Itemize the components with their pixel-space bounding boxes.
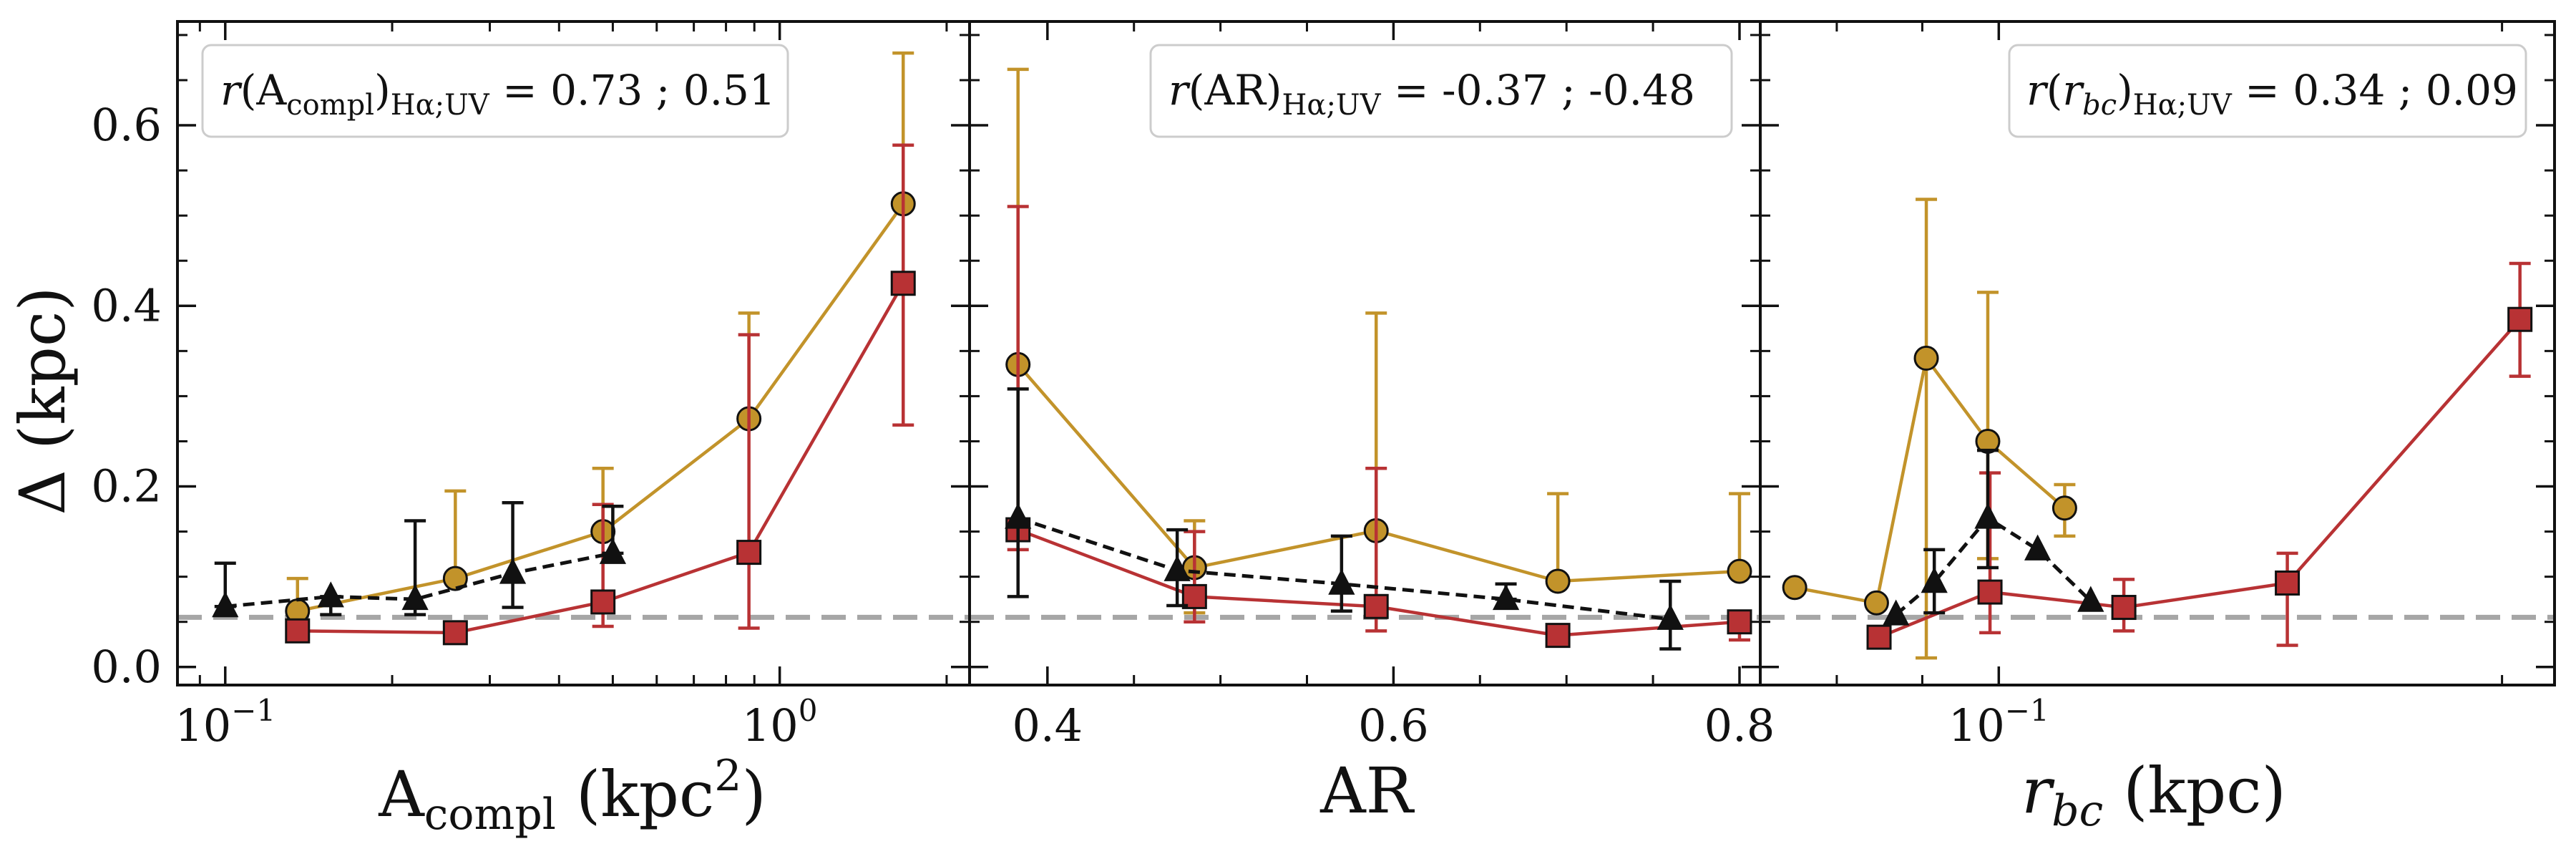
- series-uv: [285, 143, 916, 646]
- series-line-halpha: [1794, 354, 2066, 605]
- data-point-halpha: [2051, 495, 2077, 521]
- data-point-uv: [442, 620, 468, 646]
- series-line-combined: [225, 551, 613, 608]
- data-point-combined: [2024, 534, 2051, 560]
- data-point-uv: [2507, 306, 2533, 332]
- data-point-uv: [1545, 623, 1571, 649]
- data-point-combined: [1974, 503, 2001, 529]
- data-point-combined: [499, 558, 527, 584]
- data-point-halpha: [1863, 590, 1889, 616]
- data-point-combined: [599, 538, 627, 564]
- data-point-combined: [212, 591, 239, 618]
- y-axis-title: Δ (kpc): [6, 286, 79, 515]
- plot-frame: [1759, 20, 2556, 686]
- series-line-halpha: [1017, 363, 1740, 583]
- x-axis-title-panel-1: Acompl (kpc2): [378, 751, 766, 840]
- data-point-halpha: [1545, 568, 1571, 594]
- correlation-box-panel-3: r(rbc)Hα;UV = 0.34 ; 0.09: [2008, 44, 2527, 138]
- series-halpha: [285, 51, 916, 624]
- data-point-halpha: [1782, 575, 1807, 601]
- data-point-uv: [590, 589, 616, 615]
- correlation-text-panel-2: r(AR)Hα;UV = -0.37 ; -0.48: [1169, 66, 1695, 122]
- data-point-combined: [1883, 599, 1910, 626]
- plot-panel-3: 10−1: [1759, 20, 2556, 752]
- series-combined: [1883, 448, 2104, 626]
- x-tick-label: 10−1: [175, 693, 275, 752]
- series-line-halpha: [297, 203, 905, 613]
- data-point-combined: [1657, 603, 1684, 630]
- data-point-combined: [1492, 584, 1520, 611]
- plot-panel-2: 0.4 0.6 0.8: [968, 20, 1775, 752]
- x-tick-label: 10−1: [1948, 693, 2049, 752]
- series-line-uv: [297, 282, 905, 635]
- x-tick-label: 0.6: [1358, 699, 1429, 752]
- correlation-text-panel-1: r(Acompl)Hα;UV = 0.73 ; 0.51: [220, 66, 776, 122]
- data-point-combined: [2077, 586, 2104, 612]
- data-point-uv: [2111, 595, 2137, 621]
- y-tick-label: 0.0: [91, 641, 162, 693]
- series-uv: [1005, 205, 1752, 649]
- y-tick-label: 0.4: [91, 279, 162, 331]
- data-point-combined: [1163, 555, 1191, 581]
- data-point-halpha: [442, 566, 468, 591]
- x-axis-title-panel-3: rbc (kpc): [2021, 754, 2286, 836]
- correlation-box-panel-1: r(Acompl)Hα;UV = 0.73 ; 0.51: [201, 44, 789, 138]
- data-point-combined: [401, 584, 429, 611]
- data-point-uv: [1363, 593, 1389, 619]
- x-axis-title-panel-2: AR: [1319, 754, 1415, 828]
- series-combined: [212, 500, 627, 618]
- y-tick-label: 0.2: [91, 460, 162, 513]
- data-point-uv: [285, 618, 311, 644]
- x-tick-label: 100: [742, 693, 818, 752]
- data-point-combined: [1921, 567, 1948, 593]
- x-tick-label: 0.8: [1704, 699, 1775, 752]
- data-point-uv: [736, 540, 762, 566]
- data-point-uv: [2275, 570, 2301, 596]
- x-tick-label: 0.4: [1013, 699, 1083, 752]
- series-halpha: [1005, 67, 1752, 615]
- data-point-uv: [890, 271, 916, 296]
- series-uv: [1866, 261, 2533, 650]
- series-halpha: [1782, 198, 2077, 660]
- data-point-combined: [1005, 503, 1032, 529]
- correlation-text-panel-3: r(rbc)Hα;UV = 0.34 ; 0.09: [2026, 66, 2518, 122]
- plot-panel-1: 10−1 100 0.0 0.2 0.4 0.6: [91, 20, 971, 752]
- series-combined: [1005, 387, 1684, 651]
- y-tick-label: 0.6: [91, 99, 162, 151]
- data-point-halpha: [1727, 558, 1752, 584]
- series-line-uv: [1878, 318, 2522, 639]
- data-point-halpha: [1913, 345, 1939, 371]
- data-point-combined: [317, 581, 344, 608]
- data-point-combined: [1328, 568, 1355, 595]
- data-point-uv: [1727, 609, 1752, 635]
- correlation-box-panel-2: r(AR)Hα;UV = -0.37 ; -0.48: [1149, 44, 1733, 138]
- data-point-uv: [1977, 579, 2003, 605]
- data-point-uv: [1866, 624, 1892, 650]
